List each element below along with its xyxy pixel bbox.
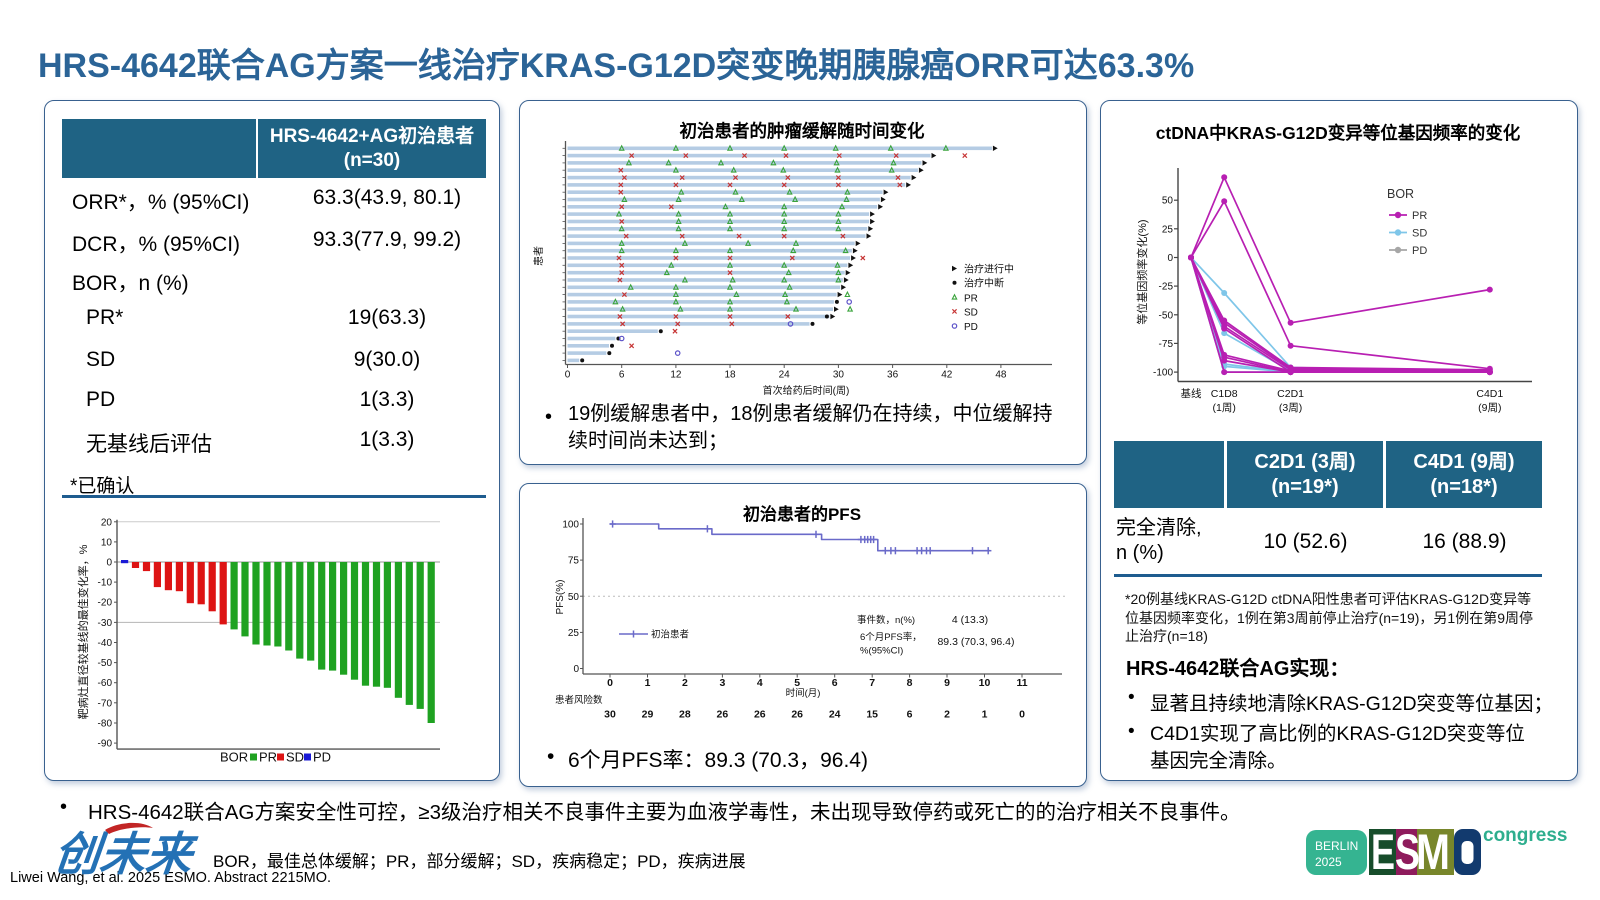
svg-text:0: 0 [607, 677, 613, 689]
svg-text:PD: PD [313, 750, 331, 765]
svg-text:-20: -20 [98, 598, 113, 609]
svg-text:36: 36 [887, 370, 899, 381]
svg-text:PR: PR [259, 750, 277, 765]
svg-text:SD: SD [286, 750, 304, 765]
svg-text:-75: -75 [1159, 339, 1174, 350]
svg-text:20: 20 [101, 517, 113, 528]
svg-text:24: 24 [779, 370, 791, 381]
svg-text:治疗中断: 治疗中断 [964, 277, 1004, 290]
svg-text:3: 3 [719, 677, 725, 689]
svg-text:-10: -10 [98, 578, 113, 589]
svg-text:-70: -70 [98, 698, 113, 709]
svg-text:事件数，n(%): 事件数，n(%) [857, 614, 915, 626]
svg-text:0: 0 [106, 558, 112, 569]
svg-text:30: 30 [833, 370, 845, 381]
svg-text:-100: -100 [1153, 368, 1173, 379]
svg-text:C4D1: C4D1 [1476, 388, 1503, 400]
svg-text:50: 50 [568, 592, 580, 603]
svg-text:0: 0 [1167, 253, 1173, 264]
svg-text:-90: -90 [98, 739, 113, 750]
svg-text:0: 0 [1019, 709, 1025, 721]
svg-text:5: 5 [794, 677, 800, 689]
svg-text:基线: 基线 [1181, 387, 1203, 400]
svg-text:7: 7 [869, 677, 875, 689]
svg-text:0: 0 [565, 370, 571, 381]
svg-text:PR: PR [1412, 210, 1427, 222]
svg-text:BERLIN: BERLIN [1315, 839, 1358, 853]
svg-text:6: 6 [619, 370, 625, 381]
svg-text:PD: PD [1412, 245, 1427, 257]
svg-text:29: 29 [642, 709, 654, 721]
svg-text:48: 48 [995, 370, 1007, 381]
svg-text:28: 28 [679, 709, 691, 721]
svg-text:1: 1 [645, 677, 651, 689]
svg-text:6个月PFS率，: 6个月PFS率， [860, 631, 922, 643]
svg-text:6: 6 [832, 677, 838, 689]
svg-text:SD: SD [964, 308, 978, 319]
svg-text:4: 4 [757, 677, 763, 689]
svg-text:M: M [1416, 824, 1450, 880]
svg-text:8: 8 [907, 677, 913, 689]
svg-text:-40: -40 [98, 638, 113, 649]
svg-text:89.3 (70.3, 96.4): 89.3 (70.3, 96.4) [937, 636, 1014, 648]
svg-text:靶病灶直径较基线的最佳变化率，%: 靶病灶直径较基线的最佳变化率，% [76, 544, 90, 719]
svg-text:26: 26 [754, 709, 766, 721]
svg-text:26: 26 [791, 709, 803, 721]
svg-text:-80: -80 [98, 719, 113, 730]
svg-text:26: 26 [717, 709, 729, 721]
svg-text:E: E [1371, 824, 1395, 880]
svg-text:10: 10 [979, 677, 991, 689]
svg-text:-60: -60 [98, 678, 113, 689]
svg-text:24: 24 [829, 709, 841, 721]
svg-text:12: 12 [670, 370, 682, 381]
svg-text:创未来: 创未来 [51, 829, 199, 880]
svg-text:PFS(%): PFS(%) [555, 580, 566, 615]
svg-text:SD: SD [1412, 228, 1427, 240]
svg-text:2025: 2025 [1315, 855, 1342, 869]
svg-text:1: 1 [982, 709, 988, 721]
svg-text:(9周): (9周) [1478, 402, 1501, 414]
svg-text:患者: 患者 [533, 246, 545, 266]
svg-text:-50: -50 [98, 658, 113, 669]
svg-text:2: 2 [944, 709, 950, 721]
svg-text:时间(月): 时间(月) [786, 687, 821, 699]
svg-text:9: 9 [944, 677, 950, 689]
svg-text:PD: PD [964, 322, 978, 333]
svg-text:患者风险数: 患者风险数 [555, 694, 603, 706]
svg-text:C1D8: C1D8 [1211, 388, 1238, 400]
svg-text:25: 25 [1162, 224, 1174, 235]
svg-text:初治患者: 初治患者 [651, 629, 689, 641]
svg-text:6: 6 [907, 709, 913, 721]
svg-text:BOR: BOR [220, 750, 248, 765]
svg-text:S: S [1395, 824, 1420, 880]
svg-text:4 (13.3): 4 (13.3) [952, 614, 988, 626]
svg-text:(1周): (1周) [1213, 402, 1236, 414]
svg-text:(3周): (3周) [1279, 402, 1302, 414]
svg-text:治疗进行中: 治疗进行中 [964, 262, 1014, 275]
svg-text:PR: PR [964, 293, 978, 304]
svg-text:75: 75 [568, 556, 580, 567]
svg-text:2: 2 [682, 677, 688, 689]
svg-text:BOR: BOR [1387, 187, 1414, 201]
svg-text:50: 50 [1162, 196, 1174, 207]
svg-text:11: 11 [1016, 677, 1027, 689]
svg-text:congress: congress [1483, 825, 1567, 846]
svg-text:10: 10 [101, 537, 113, 548]
svg-text:首次给药后时间(周): 首次给药后时间(周) [763, 384, 850, 397]
svg-text:15: 15 [866, 709, 878, 721]
svg-text:%(95%CI): %(95%CI) [860, 646, 903, 657]
svg-text:100: 100 [562, 520, 579, 531]
svg-text:C2D1: C2D1 [1277, 388, 1304, 400]
svg-text:18: 18 [724, 370, 736, 381]
svg-text:0: 0 [573, 664, 579, 675]
svg-text:30: 30 [604, 709, 616, 721]
svg-text:-50: -50 [1159, 310, 1174, 321]
svg-text:-25: -25 [1159, 282, 1174, 293]
svg-text:-30: -30 [98, 618, 113, 629]
svg-text:42: 42 [941, 370, 953, 381]
svg-text:等位基因频率变化(%): 等位基因频率变化(%) [1135, 219, 1149, 324]
svg-text:25: 25 [568, 628, 580, 639]
